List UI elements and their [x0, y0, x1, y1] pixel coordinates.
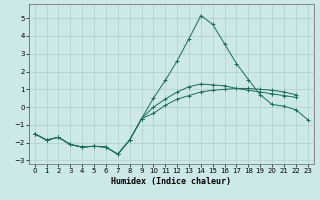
X-axis label: Humidex (Indice chaleur): Humidex (Indice chaleur)	[111, 177, 231, 186]
